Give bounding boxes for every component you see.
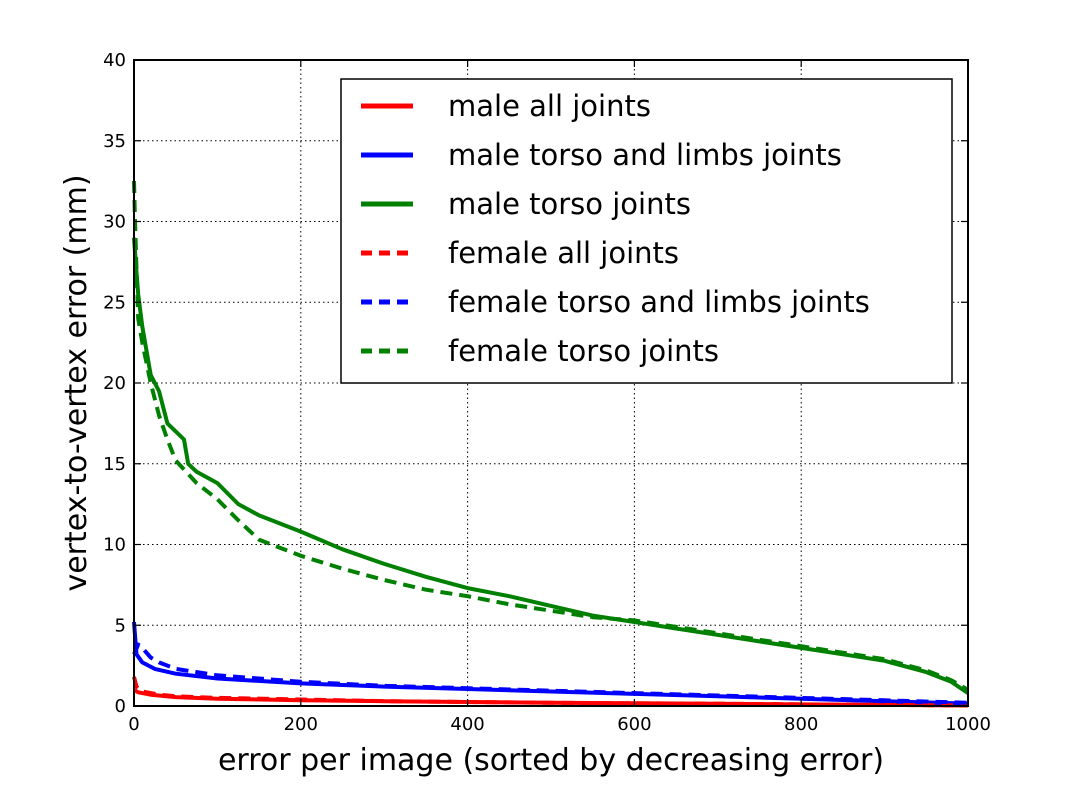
legend: male all joints male torso and limbs join… bbox=[340, 78, 953, 384]
legend-label: male torso joints bbox=[448, 187, 691, 221]
x-tick-label: 0 bbox=[128, 714, 139, 735]
x-tick-label: 200 bbox=[284, 714, 318, 735]
axis-ticks: 0 200 400 600 800 1000 0 5 10 15 20 25 30 35 40 bbox=[103, 50, 991, 735]
legend-label: female torso joints bbox=[448, 334, 719, 368]
y-tick-label: 0 bbox=[115, 696, 126, 717]
legend-label: female all joints bbox=[448, 236, 679, 270]
series-line-5 bbox=[132, 642, 969, 705]
y-tick-label: 10 bbox=[103, 535, 126, 556]
series-line-4 bbox=[132, 676, 969, 708]
legend-label: male torso and limbs joints bbox=[448, 138, 842, 172]
y-tick-label: 15 bbox=[103, 454, 126, 475]
legend-box bbox=[340, 78, 953, 384]
y-tick-label: 40 bbox=[103, 50, 126, 71]
y-tick-label: 30 bbox=[103, 212, 126, 233]
series-line-3 bbox=[132, 237, 970, 695]
y-tick-label: 35 bbox=[103, 131, 126, 152]
series-lines bbox=[132, 181, 970, 708]
y-axis-title: vertex-to-vertex error (mm) bbox=[59, 174, 94, 591]
series-line-6 bbox=[132, 181, 970, 692]
x-tick-label: 1000 bbox=[945, 714, 991, 735]
x-tick-label: 400 bbox=[450, 714, 484, 735]
y-tick-label: 20 bbox=[103, 373, 126, 394]
x-tick-label: 600 bbox=[617, 714, 651, 735]
y-tick-label: 25 bbox=[103, 292, 126, 313]
y-tick-label: 5 bbox=[115, 615, 126, 636]
legend-label: female torso and limbs joints bbox=[448, 285, 870, 319]
x-tick-label: 800 bbox=[784, 714, 818, 735]
series-line-2 bbox=[132, 621, 969, 706]
legend-label: male all joints bbox=[448, 89, 651, 123]
x-axis-title: error per image (sorted by decreasing er… bbox=[218, 743, 884, 778]
